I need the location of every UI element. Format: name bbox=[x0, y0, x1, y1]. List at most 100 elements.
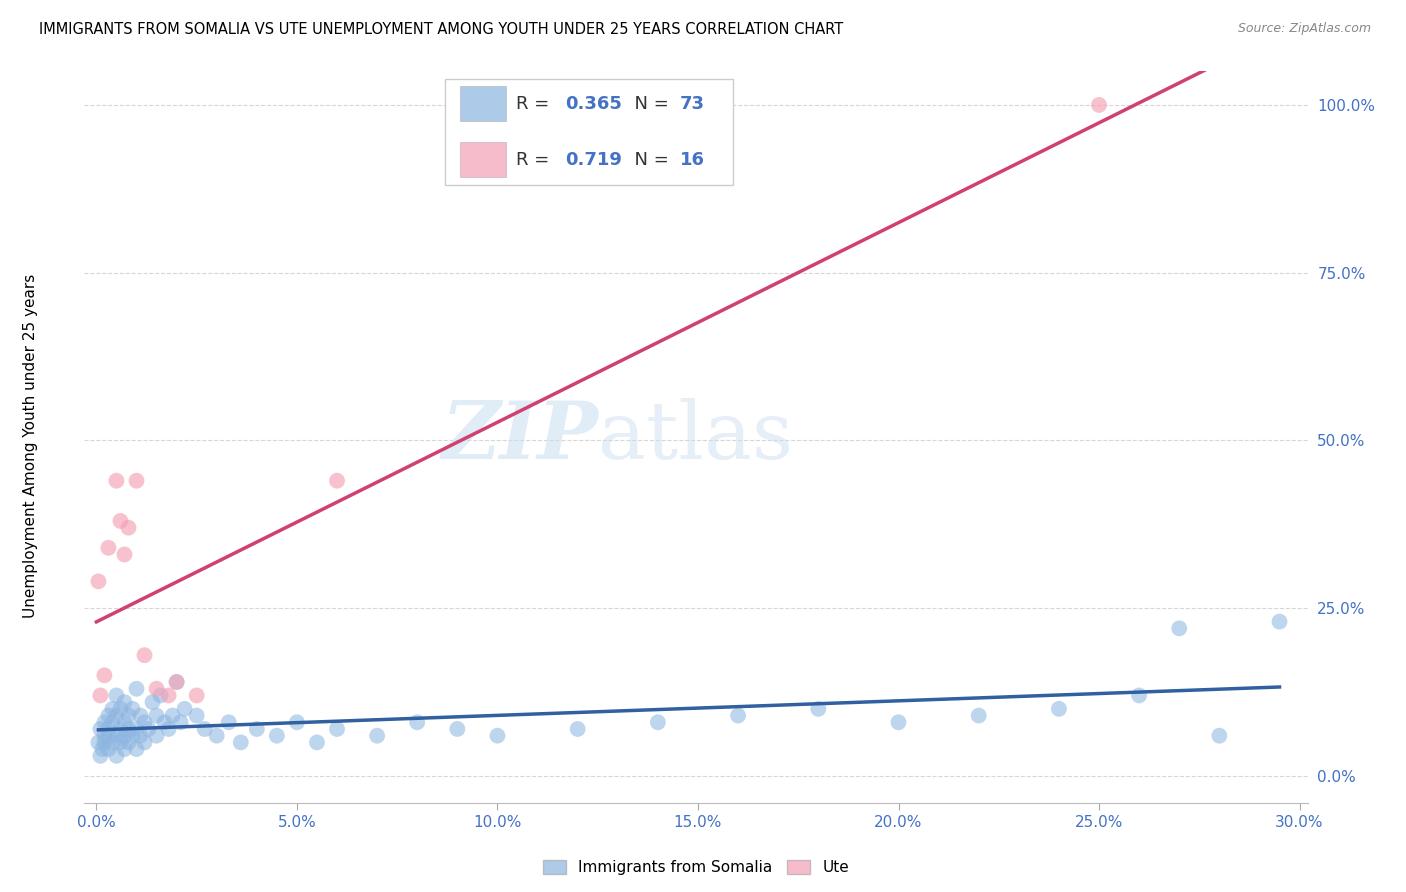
Point bbox=[97, 742, 120, 756]
Point bbox=[89, 748, 111, 763]
Point bbox=[967, 708, 990, 723]
Point bbox=[486, 729, 509, 743]
Point bbox=[173, 702, 195, 716]
Point bbox=[101, 735, 124, 749]
Point bbox=[89, 689, 111, 703]
Text: 16: 16 bbox=[681, 151, 704, 169]
Point bbox=[101, 702, 124, 716]
Point bbox=[186, 708, 208, 723]
Point bbox=[87, 735, 110, 749]
Point bbox=[134, 648, 156, 662]
Point bbox=[887, 715, 910, 730]
Point bbox=[129, 708, 152, 723]
Point bbox=[153, 715, 176, 730]
Point bbox=[166, 675, 188, 690]
Text: Source: ZipAtlas.com: Source: ZipAtlas.com bbox=[1237, 22, 1371, 36]
Point bbox=[229, 735, 252, 749]
Point bbox=[727, 708, 749, 723]
Point bbox=[93, 715, 115, 730]
Point bbox=[93, 735, 115, 749]
Text: Unemployment Among Youth under 25 years: Unemployment Among Youth under 25 years bbox=[24, 274, 38, 618]
Point bbox=[807, 702, 830, 716]
Point bbox=[134, 735, 156, 749]
Point bbox=[647, 715, 669, 730]
Text: N =: N = bbox=[623, 151, 673, 169]
Point bbox=[117, 735, 139, 749]
Point bbox=[121, 729, 143, 743]
Point bbox=[246, 722, 269, 736]
Point bbox=[138, 722, 160, 736]
Point bbox=[157, 689, 180, 703]
Point bbox=[1208, 729, 1230, 743]
Point bbox=[87, 574, 110, 589]
Point bbox=[93, 729, 115, 743]
Point bbox=[141, 695, 163, 709]
Point bbox=[91, 742, 114, 756]
Text: N =: N = bbox=[623, 95, 673, 112]
Point bbox=[114, 548, 136, 562]
Point bbox=[134, 715, 156, 730]
Point bbox=[1168, 621, 1191, 635]
Point bbox=[114, 742, 136, 756]
Point bbox=[114, 695, 136, 709]
Point bbox=[129, 729, 152, 743]
Point bbox=[110, 514, 132, 528]
Legend: Immigrants from Somalia, Ute: Immigrants from Somalia, Ute bbox=[536, 853, 856, 883]
Point bbox=[114, 715, 136, 730]
Point bbox=[114, 729, 136, 743]
Point bbox=[105, 729, 128, 743]
Point bbox=[1047, 702, 1070, 716]
Point bbox=[145, 681, 167, 696]
Point bbox=[125, 474, 148, 488]
Point bbox=[446, 722, 468, 736]
Point bbox=[105, 708, 128, 723]
Point bbox=[97, 729, 120, 743]
Point bbox=[121, 702, 143, 716]
Point bbox=[97, 722, 120, 736]
Text: R =: R = bbox=[516, 95, 555, 112]
Point bbox=[205, 729, 228, 743]
Point bbox=[93, 668, 115, 682]
Point bbox=[125, 722, 148, 736]
Point bbox=[149, 689, 172, 703]
Text: 73: 73 bbox=[681, 95, 704, 112]
Point bbox=[110, 702, 132, 716]
Point bbox=[125, 742, 148, 756]
Point bbox=[110, 722, 132, 736]
Point bbox=[406, 715, 429, 730]
Point bbox=[97, 541, 120, 555]
Point bbox=[105, 748, 128, 763]
Point bbox=[117, 708, 139, 723]
Text: IMMIGRANTS FROM SOMALIA VS UTE UNEMPLOYMENT AMONG YOUTH UNDER 25 YEARS CORRELATI: IMMIGRANTS FROM SOMALIA VS UTE UNEMPLOYM… bbox=[39, 22, 844, 37]
Point bbox=[145, 729, 167, 743]
Point bbox=[567, 722, 589, 736]
Text: R =: R = bbox=[516, 151, 555, 169]
Point bbox=[117, 722, 139, 736]
Text: 0.719: 0.719 bbox=[565, 151, 621, 169]
Point bbox=[218, 715, 240, 730]
Point bbox=[157, 722, 180, 736]
Point bbox=[145, 708, 167, 723]
Text: ZIP: ZIP bbox=[441, 399, 598, 475]
Point bbox=[117, 521, 139, 535]
Point bbox=[125, 681, 148, 696]
Text: atlas: atlas bbox=[598, 398, 793, 476]
FancyBboxPatch shape bbox=[446, 78, 733, 185]
Point bbox=[110, 735, 132, 749]
Point bbox=[266, 729, 288, 743]
Point bbox=[1268, 615, 1291, 629]
Point bbox=[326, 474, 349, 488]
Point bbox=[186, 689, 208, 703]
Point bbox=[101, 715, 124, 730]
Point bbox=[326, 722, 349, 736]
FancyBboxPatch shape bbox=[460, 143, 506, 178]
Point bbox=[305, 735, 328, 749]
Point bbox=[105, 474, 128, 488]
Point bbox=[162, 708, 184, 723]
Point bbox=[89, 722, 111, 736]
Point bbox=[97, 708, 120, 723]
Point bbox=[1088, 98, 1111, 112]
Point bbox=[366, 729, 388, 743]
Point bbox=[169, 715, 191, 730]
Point bbox=[105, 689, 128, 703]
